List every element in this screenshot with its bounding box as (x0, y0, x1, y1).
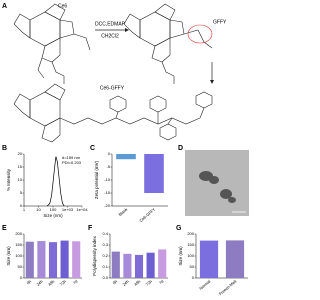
annotation: d=159 nm (62, 155, 81, 160)
y-tick-label: 10 (18, 177, 23, 182)
y-tick-label: 100 (187, 253, 194, 258)
y-tick-label: 0.3 (102, 242, 108, 247)
panel-label: E (2, 225, 7, 232)
x-tick-label: 72h (145, 279, 153, 287)
panel-label: D (178, 145, 183, 152)
panel-label: C (90, 145, 95, 152)
y-tick-label: 0.1 (102, 264, 108, 269)
y-axis-label: Polydispersity index (92, 235, 97, 276)
y-tick-label: 5 (20, 190, 23, 195)
peptide-label: GFFY (213, 19, 227, 25)
y-tick-label: 100 (15, 253, 22, 258)
bar (116, 154, 136, 160)
y-tick-label: 0 (20, 203, 23, 208)
structure-intermediate (123, 3, 213, 84)
x-tick-label: 24h (35, 279, 43, 287)
x-tick-label: 1 (23, 207, 26, 212)
figure: A Ce6 DCC,EDMAP CH2Cl2 GFFY Ce6-GFFY B C… (2, 3, 249, 296)
x-tick-label: Ce6-GFFY (138, 207, 156, 223)
panel-label: B (2, 145, 7, 152)
panel-label: G (176, 225, 182, 232)
bar (199, 240, 219, 278)
y-tick-label: -10 (104, 177, 111, 182)
y-tick-label: -20 (104, 203, 111, 208)
structure-ce6 (13, 3, 91, 84)
x-tick-label: 0h (112, 279, 119, 286)
x-tick-label: Blank (117, 207, 128, 217)
x-tick-label: 48h (133, 279, 141, 287)
x-tick-label: 0h (26, 279, 33, 286)
y-tick-label: 20 (18, 151, 23, 156)
x-tick-label: 24h (121, 279, 129, 287)
panel-label: F (88, 225, 93, 232)
y-tick-label: 200 (187, 231, 194, 236)
y-tick-label: 0 (108, 151, 111, 156)
x-tick-label: 7d (158, 279, 165, 286)
bar (72, 241, 81, 278)
y-tick-label: 0 (20, 275, 23, 280)
y-axis-label: Size (nm) (178, 246, 183, 266)
bar (37, 241, 46, 278)
x-tick-label: 1e+03 (62, 207, 74, 212)
bar (25, 241, 34, 278)
tem-particles (199, 171, 236, 203)
panel-label: A (2, 3, 7, 10)
y-tick-label: 0.2 (102, 253, 108, 258)
y-tick-label: 0.4 (102, 231, 108, 236)
x-tick-label: 7d (72, 279, 79, 286)
bar (60, 240, 69, 278)
bar (134, 254, 144, 278)
y-tick-label: 150 (15, 242, 22, 247)
x-tick-label: Normal (198, 279, 211, 291)
solvent-label: CH2Cl2 (101, 33, 119, 39)
y-tick-label: 0 (192, 275, 195, 280)
y-axis-label: % Intensity (6, 168, 11, 191)
x-tick-label: 100 (50, 207, 57, 212)
reagent-label: DCC,EDMAP (95, 21, 126, 27)
y-tick-label: -15 (104, 190, 111, 195)
x-tick-label: 10 (36, 207, 41, 212)
y-tick-label: 0.0 (102, 275, 108, 280)
x-tick-label: 1e+04 (76, 207, 88, 212)
bar (48, 242, 58, 278)
y-tick-label: 50 (190, 264, 195, 269)
arrow-head (210, 80, 214, 84)
x-tick-label: 48h (47, 279, 55, 287)
x-axis-label: Size (nm) (43, 213, 63, 218)
arrow-head (125, 28, 129, 32)
product-label: Ce6-GFFY (100, 85, 125, 91)
bar (111, 251, 120, 278)
bar (144, 154, 164, 193)
y-tick-label: 150 (187, 242, 194, 247)
bar (146, 252, 155, 278)
annotation: PDI=0.203 (62, 160, 82, 165)
x-tick-label: Freeze-Melt (218, 278, 238, 296)
y-tick-label: -5 (106, 164, 110, 169)
x-tick-label: 72h (59, 279, 67, 287)
compound-label: Ce6 (58, 3, 67, 9)
y-axis-label: Size (nm) (6, 246, 11, 266)
y-axis-label: Zeta potential (mV) (94, 160, 99, 199)
y-tick-label: 15 (18, 164, 23, 169)
structure-product (13, 83, 213, 143)
y-tick-label: 200 (15, 231, 22, 236)
bar (158, 249, 167, 278)
size-distribution-line (46, 156, 65, 207)
bar (123, 253, 132, 278)
y-tick-label: 50 (18, 264, 23, 269)
bar (225, 240, 245, 278)
